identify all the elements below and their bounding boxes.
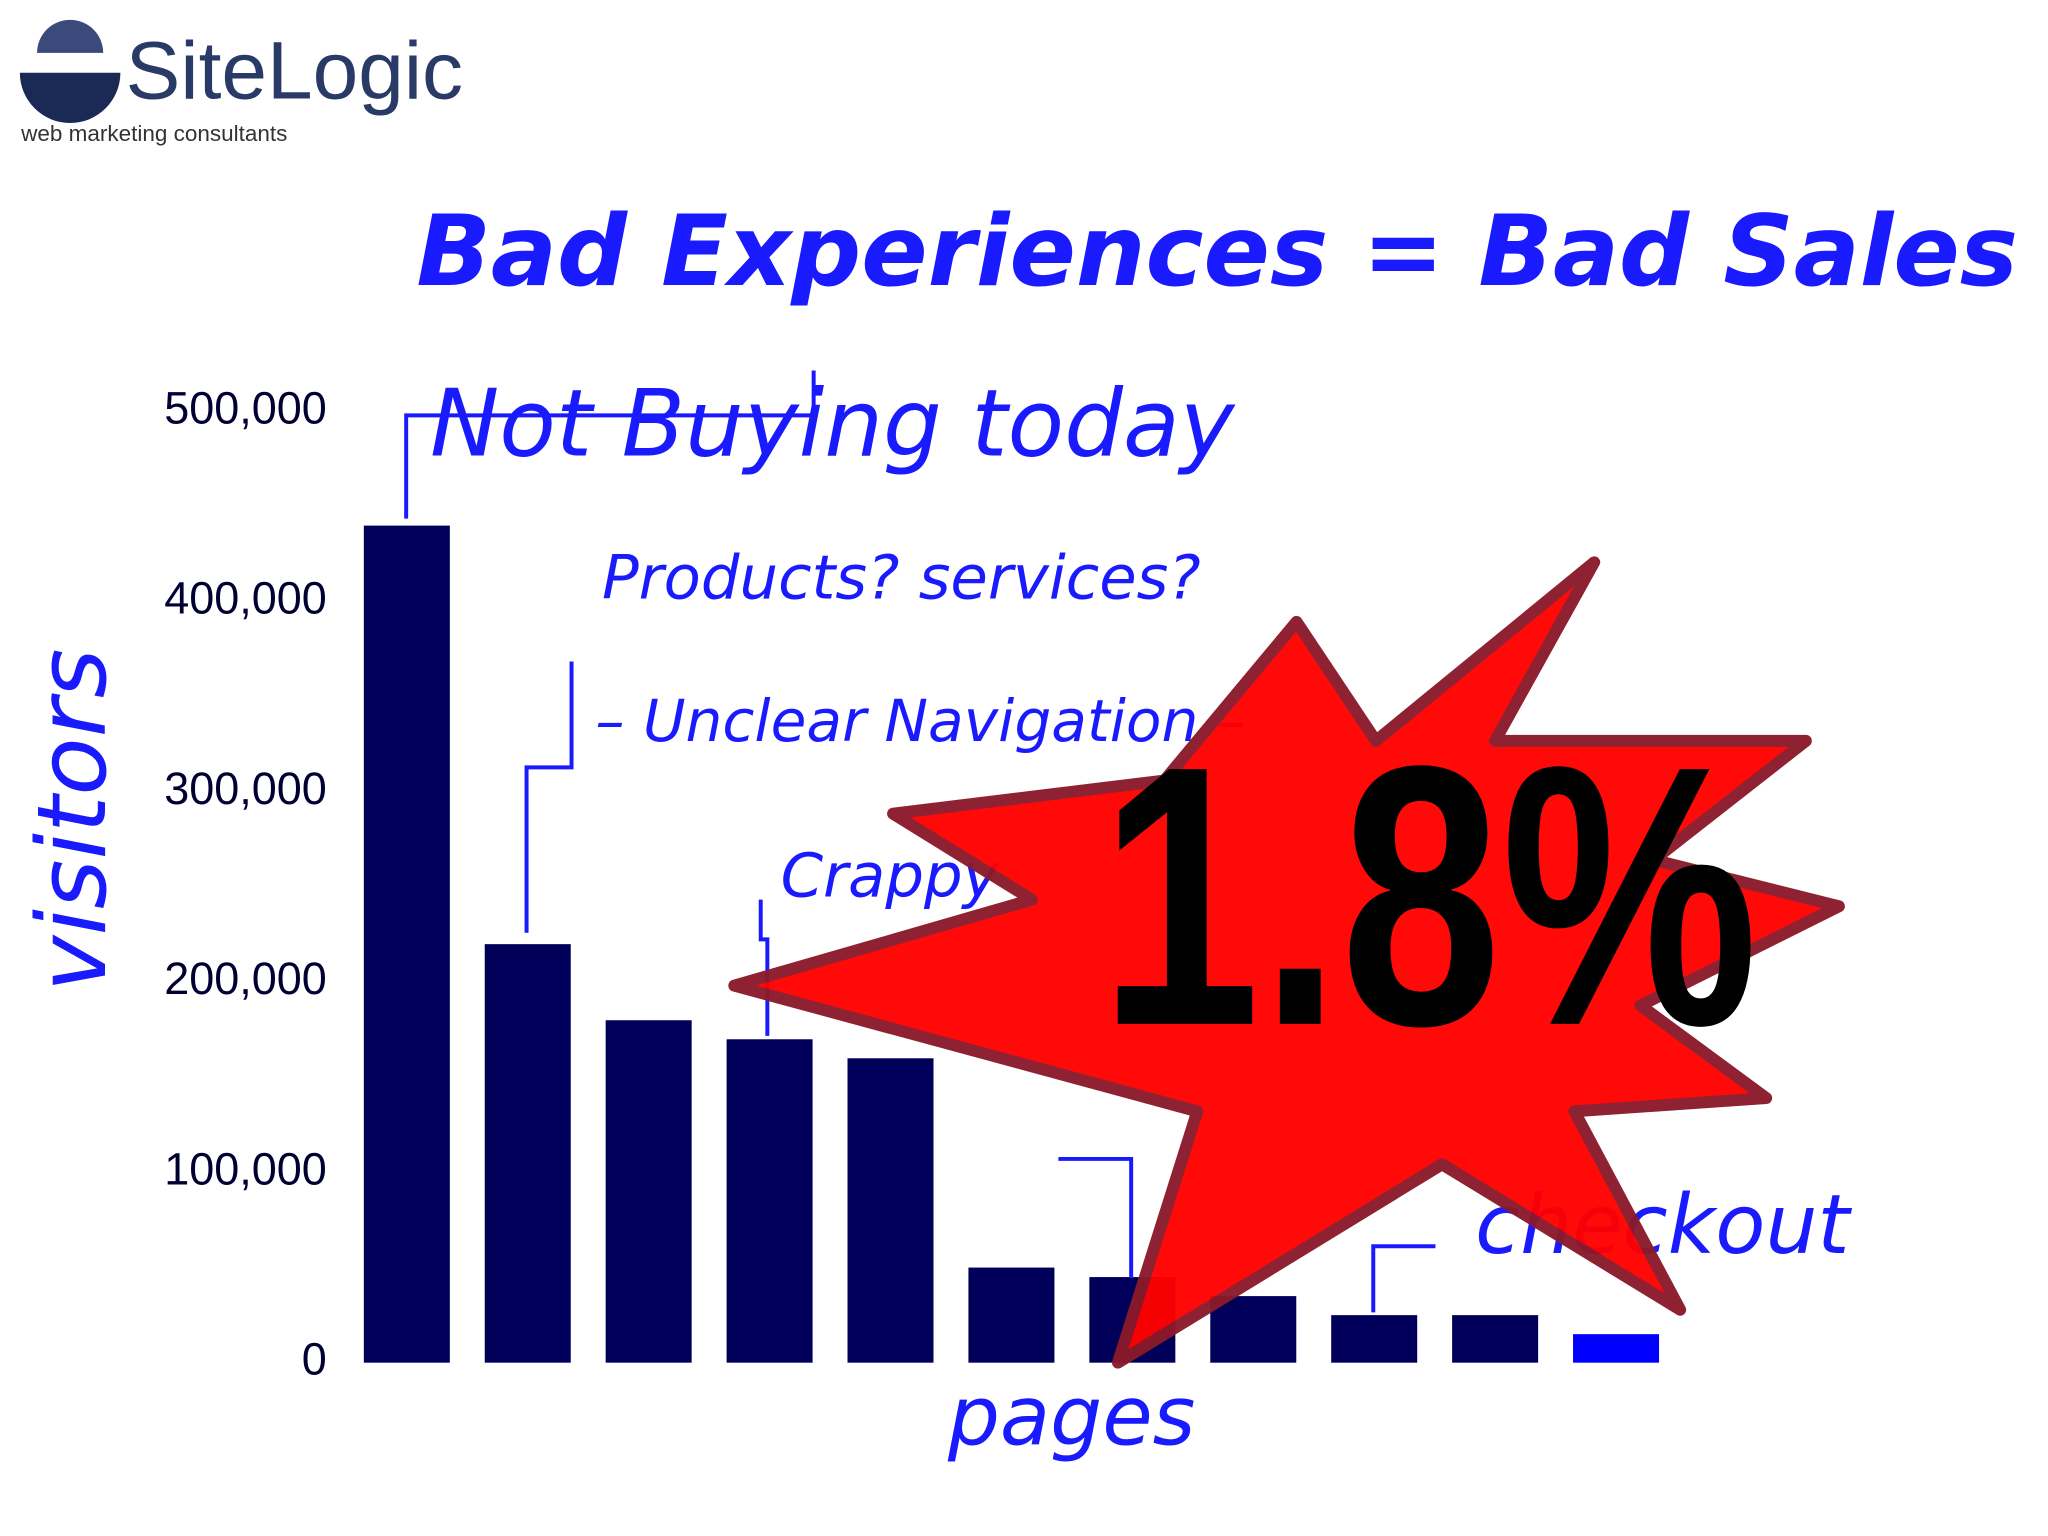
connector	[758, 899, 770, 1036]
y-tick-label: 100,000	[164, 1143, 327, 1194]
logo-icon-top	[37, 19, 104, 53]
bar	[1573, 1334, 1660, 1363]
y-tick-label: 0	[302, 1334, 327, 1385]
chart-title: Bad Experiences = Bad Sales	[416, 195, 2018, 309]
annotation: Not Buying today	[430, 369, 1236, 477]
y-axis-label: visitors	[18, 649, 128, 992]
bar	[968, 1267, 1055, 1363]
annotation: Products? services?	[602, 544, 1201, 614]
logo-tagline: web marketing consultants	[20, 121, 287, 146]
starburst	[728, 556, 1845, 1369]
logo-name: SiteLogic	[126, 25, 463, 116]
callout: 1.8%	[1100, 689, 1759, 1103]
bar	[726, 1039, 813, 1363]
y-tick-label: 300,000	[164, 763, 327, 814]
x-axis-label: pages	[947, 1370, 1196, 1465]
y-tick-label: 200,000	[164, 953, 327, 1004]
connector	[524, 661, 574, 933]
y-tick-label: 400,000	[164, 573, 327, 624]
bar	[847, 1058, 934, 1363]
bar	[1331, 1315, 1418, 1363]
bar	[1452, 1315, 1539, 1363]
bar	[363, 525, 450, 1363]
y-tick-label: 500,000	[164, 382, 327, 433]
bar	[605, 1020, 692, 1363]
bars	[363, 525, 1660, 1363]
bar	[1210, 1296, 1297, 1363]
connector	[1058, 1156, 1134, 1279]
connectors	[404, 370, 1436, 1313]
bar	[484, 944, 571, 1363]
logo: SiteLogic web marketing consultants	[19, 19, 463, 146]
annotation: – Unclear Navigation –	[595, 687, 1246, 755]
connector	[404, 370, 816, 519]
connector	[1371, 1244, 1436, 1313]
logo-icon	[19, 72, 121, 124]
